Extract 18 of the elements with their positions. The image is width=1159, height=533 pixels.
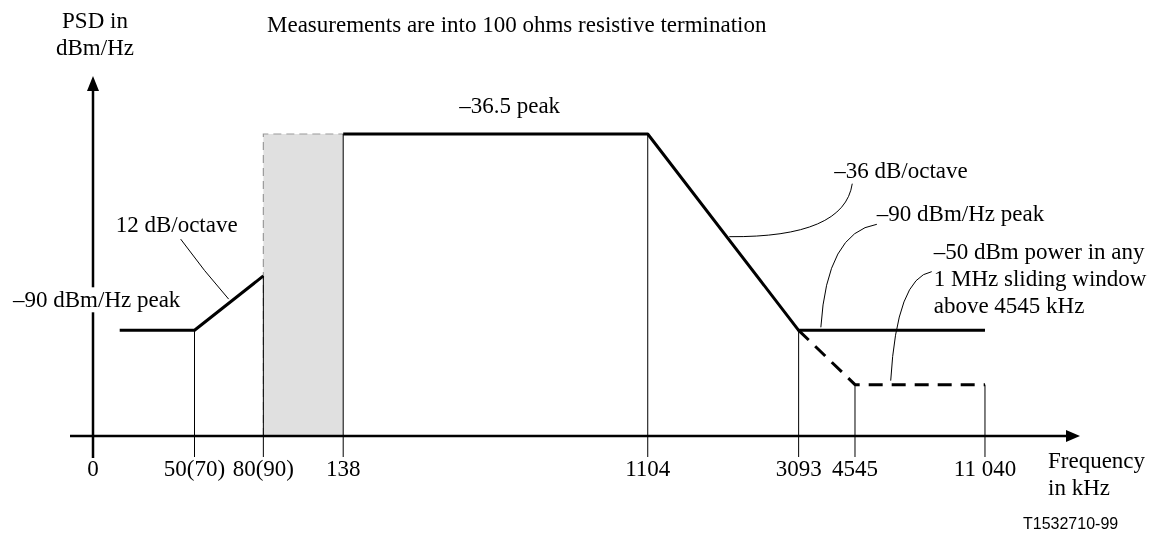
annotation: –36.5 peak: [458, 93, 561, 118]
chart-title: Measurements are into 100 ohms resistive termination: [267, 12, 767, 37]
x-tick-label: 4545: [832, 456, 878, 481]
annotation: –90 dBm/Hz peak: [12, 287, 181, 313]
x-tick-label: 11 040: [953, 456, 1017, 481]
x-axis-title: Frequency in kHz: [1048, 448, 1146, 500]
x-tick-label: 0: [87, 456, 99, 481]
annotation: –36 dB/octave: [833, 157, 968, 183]
x-tick-label: 50(70): [163, 456, 226, 481]
annotation: 12 dB/octave: [115, 212, 238, 238]
text: T1532710-99: [1023, 515, 1119, 532]
x-tick-label: 138: [325, 456, 361, 481]
y-axis-title: PSD in dBm/Hz: [56, 8, 134, 60]
x-tick-label: 1104: [625, 456, 671, 481]
annotation: –90 dBm/Hz peak: [875, 201, 1045, 227]
x-tick-label: 3093: [775, 456, 822, 481]
annotation: –50 dBm power in any 1 MHz sliding window above 4545 kHz: [932, 238, 1147, 318]
x-tick-label: 80(90): [232, 456, 295, 481]
